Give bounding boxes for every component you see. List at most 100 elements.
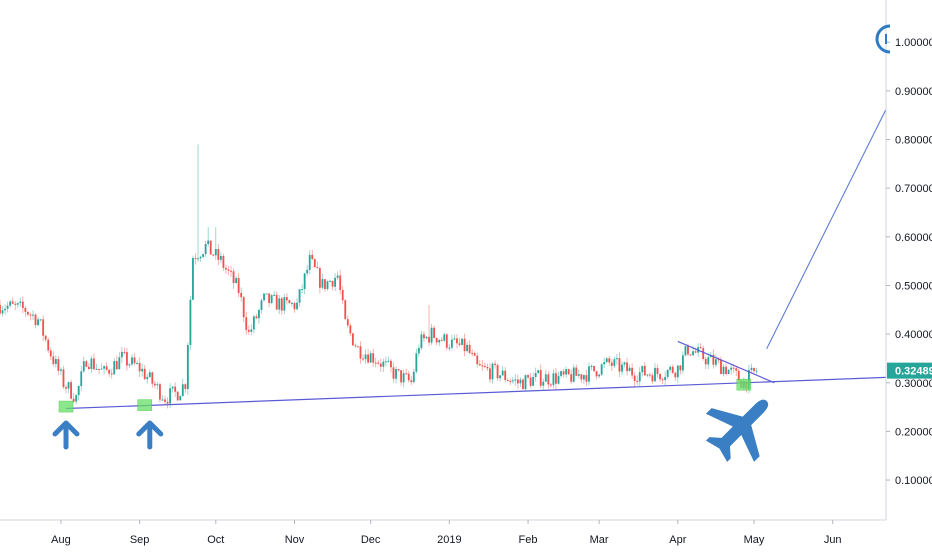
candle-body-32[interactable] — [80, 371, 83, 387]
candle-body-28[interactable] — [70, 382, 72, 399]
candle-body-203[interactable] — [514, 379, 517, 381]
candle-body-1[interactable] — [1, 310, 4, 314]
candle-body-207[interactable] — [524, 375, 527, 390]
candle-body-158[interactable] — [400, 370, 403, 383]
candle-body-98[interactable] — [247, 329, 250, 332]
candle-body-261[interactable] — [661, 379, 664, 381]
candle-body-182[interactable] — [461, 338, 463, 345]
candle-body-262[interactable] — [664, 376, 667, 381]
candle-body-12[interactable] — [29, 314, 32, 316]
candle-body-172[interactable] — [435, 337, 438, 343]
candle-body-86[interactable] — [217, 249, 220, 260]
candle-body-260[interactable] — [659, 373, 661, 380]
candle-body-52[interactable] — [131, 357, 133, 365]
candle-body-212[interactable] — [537, 370, 540, 373]
candle-body-72[interactable] — [181, 384, 184, 396]
candle-body-120[interactable] — [303, 273, 306, 289]
candle-body-101[interactable] — [255, 316, 258, 319]
candle-body-187[interactable] — [473, 353, 476, 356]
candle-body-111[interactable] — [280, 298, 283, 311]
candle-body-276[interactable] — [699, 347, 702, 349]
candle-body-34[interactable] — [85, 361, 88, 367]
candle-body-146[interactable] — [369, 353, 372, 363]
candle-body-123[interactable] — [311, 254, 314, 260]
candle-body-7[interactable] — [16, 303, 19, 305]
candle-body-273[interactable] — [692, 351, 694, 356]
support-zone-1[interactable] — [137, 399, 153, 411]
candle-body-251[interactable] — [636, 380, 639, 382]
candle-body-196[interactable] — [496, 364, 499, 379]
candle-body-57[interactable] — [143, 368, 146, 380]
candle-body-90[interactable] — [227, 269, 230, 271]
candle-body-254[interactable] — [643, 365, 646, 376]
candle-body-298[interactable] — [755, 370, 758, 372]
candle-body-125[interactable] — [316, 267, 319, 269]
candle-body-214[interactable] — [542, 381, 545, 386]
candle-body-95[interactable] — [240, 292, 243, 298]
candle-body-68[interactable] — [171, 386, 174, 389]
candle-body-76[interactable] — [192, 258, 194, 300]
candle-body-9[interactable] — [21, 301, 24, 308]
candle-body-21[interactable] — [52, 356, 55, 364]
candle-body-73[interactable] — [184, 384, 187, 389]
candle-body-127[interactable] — [321, 279, 324, 288]
candle-body-59[interactable] — [148, 372, 151, 377]
candle-body-228[interactable] — [577, 374, 580, 376]
candle-body-135[interactable] — [341, 290, 344, 301]
candle-body-218[interactable] — [552, 373, 555, 385]
candle-body-105[interactable] — [265, 293, 268, 295]
candle-body-22[interactable] — [54, 359, 57, 364]
candle-body-0[interactable] — [0, 304, 1, 314]
candle-body-81[interactable] — [204, 244, 207, 255]
candle-body-85[interactable] — [214, 249, 217, 256]
candle-body-38[interactable] — [95, 368, 98, 370]
candle-body-150[interactable] — [379, 363, 382, 367]
candle-body-219[interactable] — [555, 373, 557, 384]
candle-body-23[interactable] — [57, 359, 60, 371]
candle-body-35[interactable] — [87, 366, 90, 369]
candle-body-137[interactable] — [346, 319, 349, 326]
candle-body-220[interactable] — [557, 375, 560, 384]
candle-body-6[interactable] — [14, 303, 17, 305]
candle-body-243[interactable] — [615, 358, 618, 360]
candle-body-20[interactable] — [49, 350, 52, 357]
candle-body-62[interactable] — [156, 384, 159, 386]
candle-body-164[interactable] — [415, 353, 418, 372]
candle-body-122[interactable] — [308, 254, 311, 270]
candle-body-11[interactable] — [27, 311, 29, 315]
candle-body-230[interactable] — [582, 375, 585, 380]
candle-body-181[interactable] — [458, 343, 461, 345]
candle-body-99[interactable] — [250, 329, 253, 332]
x-axis[interactable]: Aug Sep Oct Nov Dec 2019 Feb Mar Apr May Jun — [51, 520, 842, 546]
candle-body-255[interactable] — [646, 374, 649, 376]
candle-body-148[interactable] — [374, 362, 377, 364]
candle-body-143[interactable] — [362, 358, 364, 360]
candle-body-93[interactable] — [235, 278, 238, 284]
candle-body-197[interactable] — [499, 375, 502, 379]
candle-body-3[interactable] — [6, 305, 9, 309]
candle-body-222[interactable] — [562, 371, 565, 375]
candle-body-13[interactable] — [32, 314, 34, 316]
candle-body-213[interactable] — [539, 370, 542, 386]
candle-body-282[interactable] — [714, 359, 717, 365]
candle-body-184[interactable] — [466, 344, 469, 352]
candle-body-211[interactable] — [534, 372, 537, 377]
candle-body-179[interactable] — [453, 338, 456, 340]
wedge-trendline[interactable] — [677, 340, 775, 384]
candle-body-94[interactable] — [237, 278, 240, 293]
candle-body-115[interactable] — [291, 302, 293, 304]
support-zone-2[interactable] — [736, 378, 752, 391]
candle-body-201[interactable] — [509, 380, 512, 382]
candle-body-147[interactable] — [372, 353, 375, 363]
candle-body-199[interactable] — [504, 370, 507, 380]
candle-body-180[interactable] — [456, 338, 458, 344]
candle-body-186[interactable] — [471, 352, 474, 354]
candle-body-239[interactable] — [605, 358, 608, 363]
candle-body-89[interactable] — [225, 267, 227, 270]
corner-logo-icon[interactable] — [875, 24, 891, 54]
candle-body-139[interactable] — [351, 333, 354, 346]
candle-body-4[interactable] — [9, 301, 12, 306]
candle-body-248[interactable] — [628, 367, 631, 372]
candle-body-61[interactable] — [153, 383, 156, 386]
support-zone-0[interactable] — [58, 400, 74, 413]
